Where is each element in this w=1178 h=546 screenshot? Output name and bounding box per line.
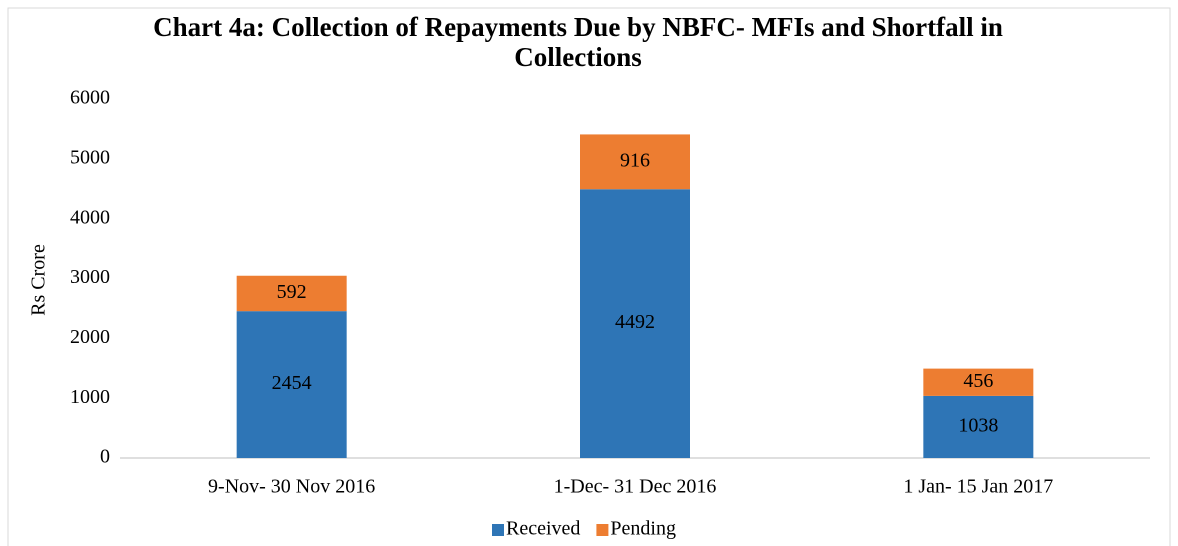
x-tick-label: 1 Jan- 15 Jan 2017 xyxy=(903,476,1053,498)
y-tick-label: 0 xyxy=(100,446,110,468)
y-tick-label: 2000 xyxy=(70,326,110,348)
y-tick-label: 3000 xyxy=(70,266,110,288)
x-tick-label: 1-Dec- 31 Dec 2016 xyxy=(554,476,717,498)
legend-swatch xyxy=(492,524,504,536)
y-axis-label: Rs Crore xyxy=(28,244,50,316)
bar-segment xyxy=(236,311,347,458)
bar-segment xyxy=(580,134,690,190)
data-label: 4492 xyxy=(615,311,655,333)
y-tick-label: 4000 xyxy=(70,206,110,228)
data-label: 592 xyxy=(277,281,307,303)
x-tick-label: 9-Nov- 30 Nov 2016 xyxy=(208,476,375,498)
chart-border xyxy=(7,7,1171,546)
data-label: 2454 xyxy=(272,372,312,394)
data-label: 1038 xyxy=(958,415,998,437)
legend-label: Received xyxy=(506,518,580,540)
bar-segment xyxy=(923,395,1034,458)
y-tick-label: 5000 xyxy=(70,146,110,168)
y-tick-label: 6000 xyxy=(70,87,110,109)
data-label: 456 xyxy=(963,370,993,392)
bar-segment xyxy=(580,189,690,458)
legend-label: Pending xyxy=(610,518,676,540)
bar-segment xyxy=(236,275,347,312)
bar-segment xyxy=(923,368,1034,396)
chart-title: Chart 4a: Collection of Repayments Due b… xyxy=(153,12,1003,72)
legend-swatch xyxy=(596,524,609,536)
y-tick-label: 1000 xyxy=(70,386,110,408)
data-label: 916 xyxy=(620,149,650,171)
